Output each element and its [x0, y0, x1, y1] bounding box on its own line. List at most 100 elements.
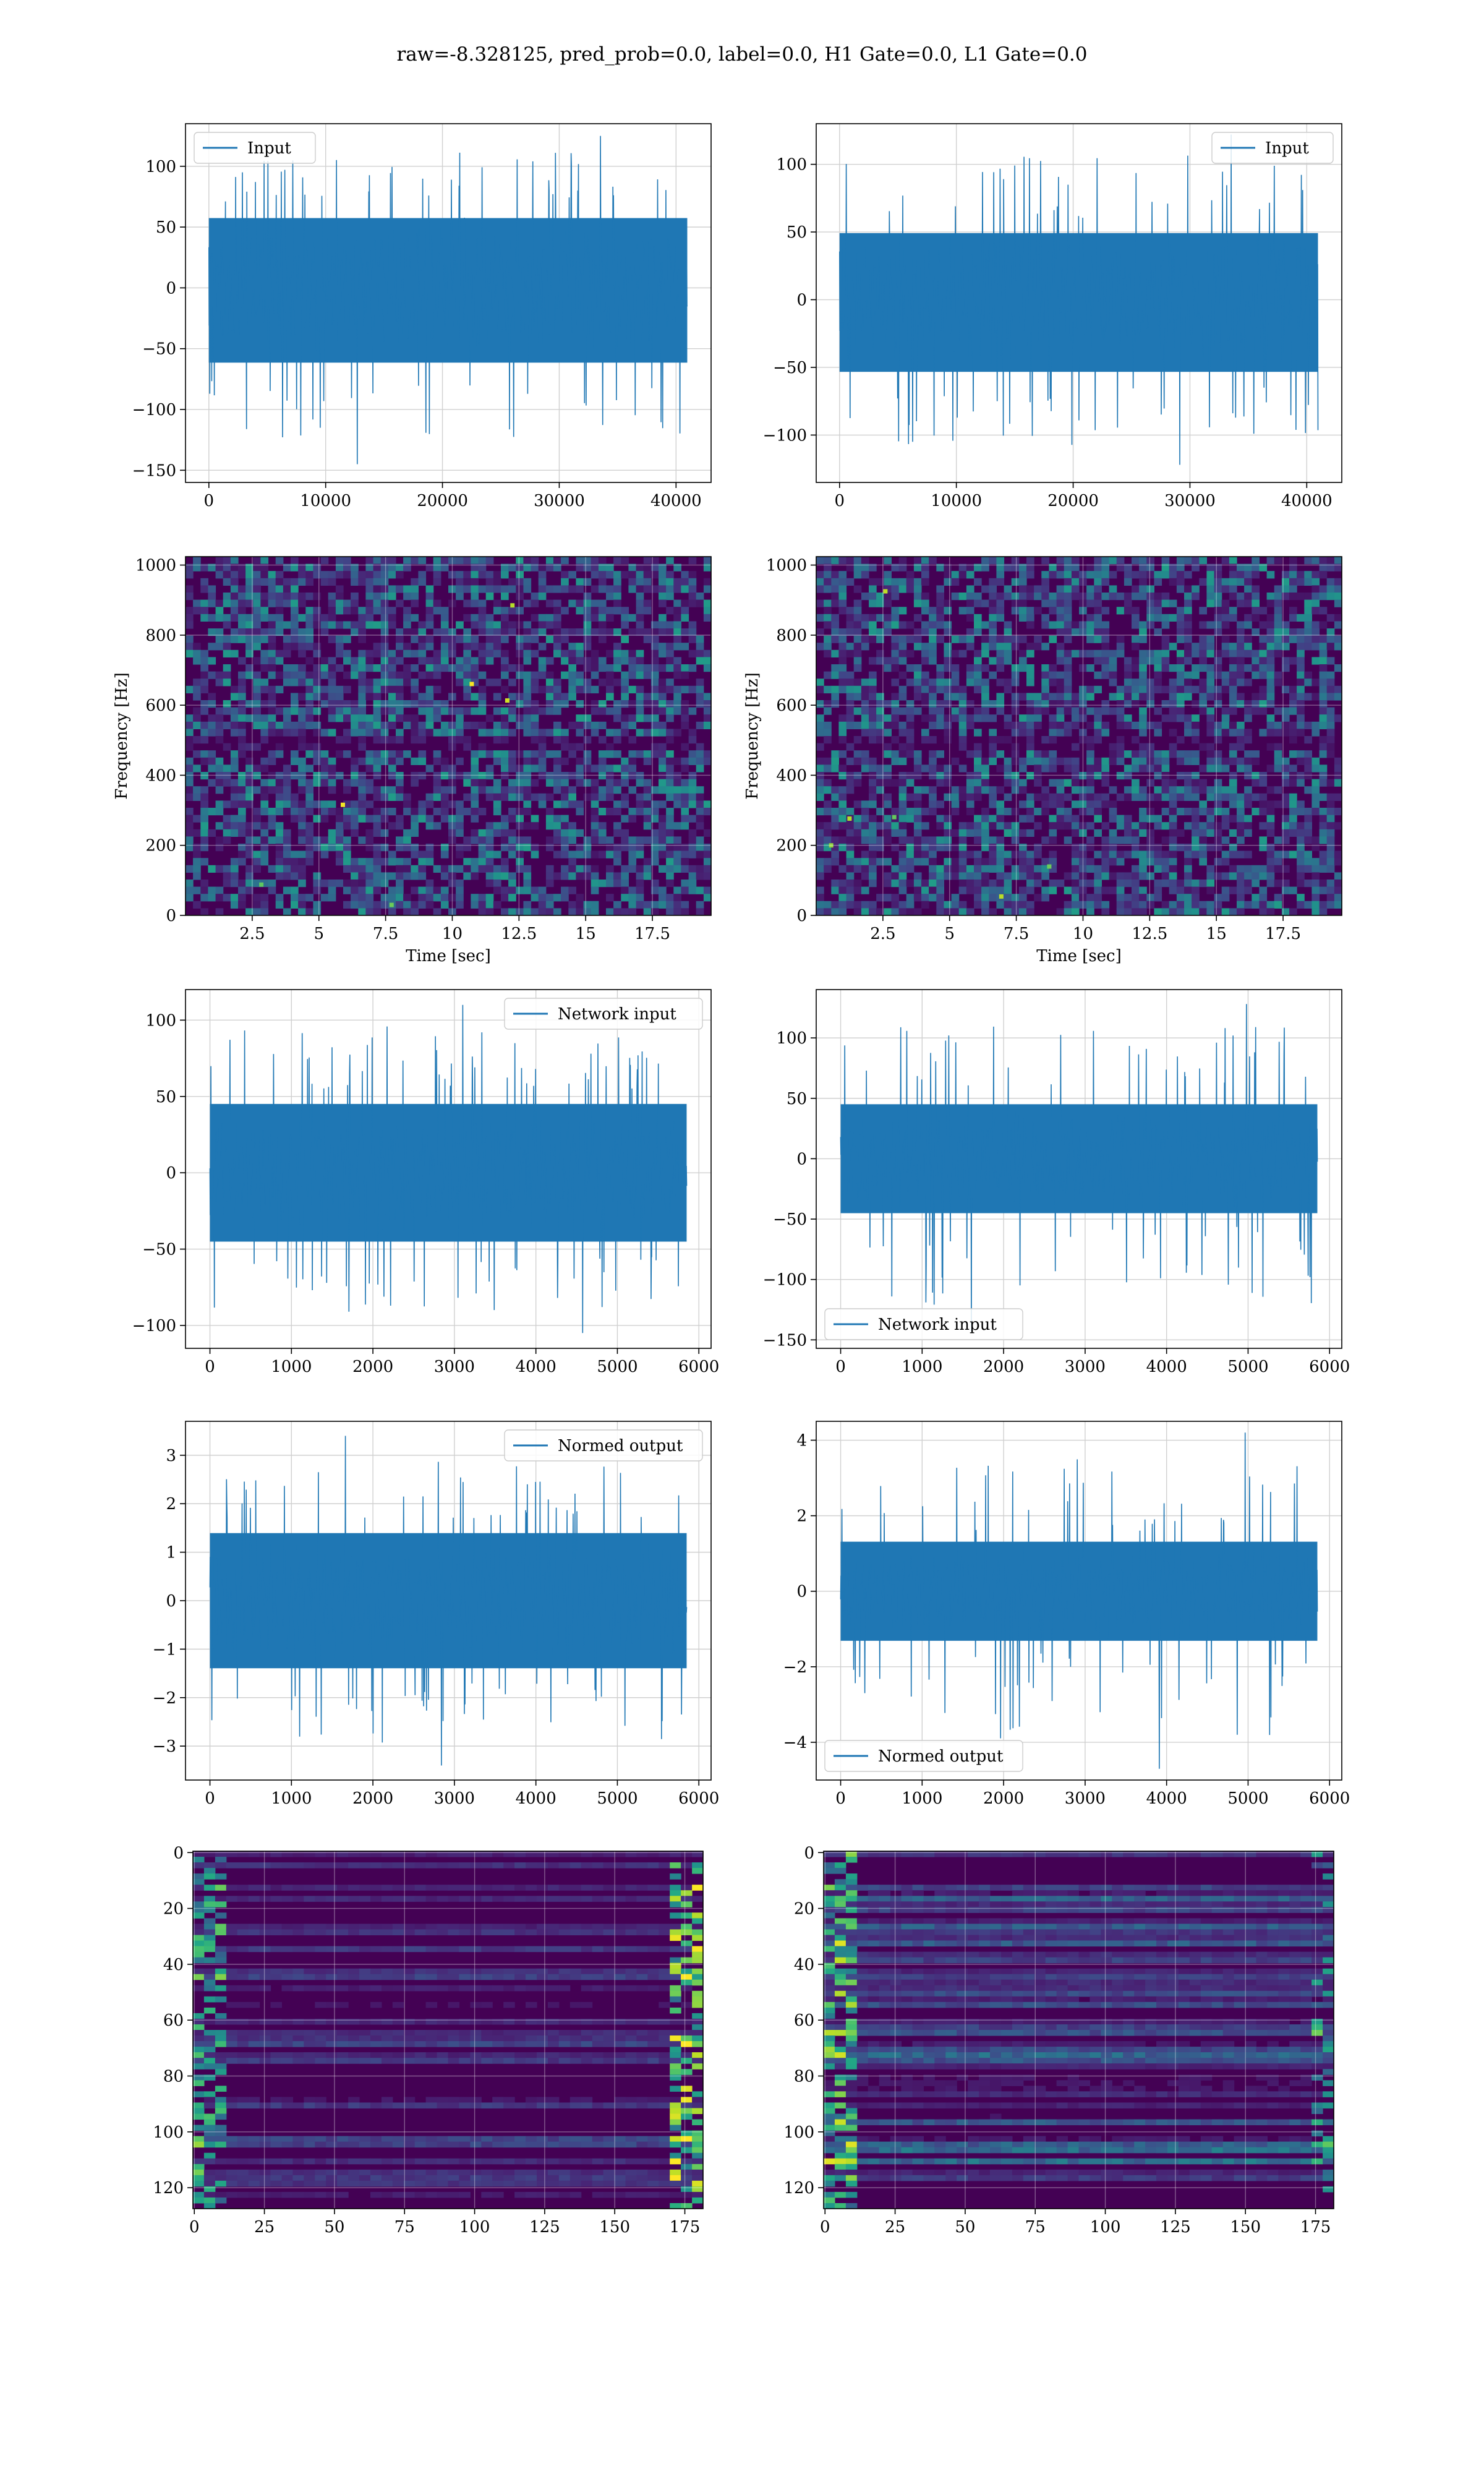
- heatmap-cell: [1289, 721, 1297, 729]
- heatmap-cell: [358, 607, 366, 615]
- heatmap-cell: [268, 880, 276, 888]
- heatmap-cell: [1094, 649, 1102, 657]
- heatmap-cell: [545, 678, 554, 687]
- heatmap-cell: [1169, 678, 1177, 687]
- heatmap-cell: [268, 585, 276, 593]
- heatmap-cell: [411, 585, 419, 593]
- heatmap-cell: [1139, 786, 1147, 794]
- heatmap-cell: [891, 700, 900, 708]
- heatmap-cell: [659, 815, 667, 823]
- heatmap-cell: [1206, 721, 1215, 729]
- heatmap-cell: [365, 657, 374, 665]
- heatmap-cell: [1304, 829, 1312, 837]
- heatmap-cell: [260, 850, 269, 858]
- heatmap-cell: [561, 872, 569, 880]
- heatmap-cell: [531, 557, 539, 565]
- heatmap-cell: [1297, 772, 1305, 780]
- heatmap-cell: [313, 750, 322, 758]
- heatmap-cell: [1018, 721, 1027, 729]
- heatmap-cell: [824, 585, 832, 593]
- heatmap-cell: [365, 678, 374, 687]
- heatmap-cell: [283, 678, 291, 687]
- heatmap-cell: [463, 657, 471, 665]
- heatmap-cell: [1079, 628, 1087, 636]
- heatmap-cell: [260, 729, 269, 737]
- heatmap-cell: [891, 649, 900, 657]
- heatmap-cell: [320, 779, 329, 787]
- heatmap-cell: [650, 693, 659, 701]
- heatmap-cell: [1018, 901, 1027, 909]
- heatmap-cell: [643, 808, 652, 816]
- heatmap-cell: [230, 599, 239, 607]
- heatmap-cell: [666, 772, 674, 780]
- heatmap-cell: [621, 815, 629, 823]
- heatmap-cell: [463, 872, 471, 880]
- heatmap-cell: [1192, 643, 1200, 651]
- heatmap-cell: [223, 678, 231, 687]
- heatmap-cell: [305, 764, 313, 773]
- heatmap-cell: [1334, 563, 1342, 571]
- heatmap-cell: [824, 614, 832, 622]
- heatmap-cell: [891, 563, 900, 571]
- heatmap-hotspot: [510, 603, 515, 608]
- heatmap-cell: [1139, 721, 1147, 729]
- heatmap-cell: [1094, 571, 1102, 579]
- heatmap-cell: [433, 886, 441, 894]
- heatmap-cell: [816, 836, 824, 844]
- heatmap-cell: [1139, 757, 1147, 765]
- heatmap-cell: [238, 886, 246, 894]
- heatmap-cell: [396, 657, 404, 665]
- heatmap-cell: [298, 693, 306, 701]
- heatmap-cell: [1079, 693, 1087, 701]
- heatmap-cell: [448, 829, 456, 837]
- x-tick-label: 3000: [1065, 1358, 1106, 1376]
- heatmap-cell: [1199, 764, 1207, 773]
- heatmap-cell: [606, 865, 614, 873]
- heatmap-cell: [493, 628, 501, 636]
- heatmap-cell: [568, 585, 576, 593]
- heatmap-cell: [470, 1851, 482, 1857]
- heatmap-cell: [981, 844, 989, 852]
- heatmap-cell: [298, 593, 306, 601]
- heatmap-cell: [373, 858, 382, 866]
- heatmap-cell: [561, 850, 569, 858]
- heatmap-cell: [989, 743, 997, 751]
- heatmap-cell: [1244, 764, 1252, 773]
- heatmap-cell: [1132, 614, 1140, 622]
- heatmap-cell: [613, 714, 621, 722]
- heatmap-cell: [606, 649, 614, 657]
- heatmap-cell: [448, 822, 456, 830]
- heatmap-cell: [981, 829, 989, 837]
- heatmap-cell: [1101, 607, 1110, 615]
- heatmap-cell: [1169, 700, 1177, 708]
- heatmap-cell: [869, 707, 877, 715]
- heatmap-cell: [613, 764, 621, 773]
- heatmap-cell: [478, 707, 487, 715]
- heatmap-cell: [545, 729, 554, 737]
- heatmap-cell: [396, 757, 404, 765]
- heatmap-cell: [343, 750, 351, 758]
- heatmap-cell: [373, 793, 382, 801]
- heatmap-cell: [628, 757, 637, 765]
- heatmap-cell: [396, 707, 404, 715]
- heatmap-cell: [275, 729, 284, 737]
- heatmap-cell: [891, 750, 900, 758]
- heatmap-cell: [1311, 880, 1320, 888]
- heatmap-cell: [523, 901, 532, 909]
- heatmap-cell: [411, 557, 419, 565]
- heatmap-cell: [861, 700, 869, 708]
- heatmap-cell: [636, 750, 644, 758]
- heatmap-cell: [1304, 736, 1312, 744]
- heatmap-hotspot: [259, 882, 264, 887]
- heatmap-cell: [1161, 793, 1170, 801]
- heatmap-cell: [493, 599, 501, 607]
- heatmap-cell: [1018, 649, 1027, 657]
- heatmap-cell: [996, 599, 1005, 607]
- heatmap-cell: [643, 635, 652, 643]
- heatmap-cell: [831, 593, 839, 601]
- heatmap-cell: [643, 664, 652, 672]
- heatmap-cell: [1326, 800, 1335, 808]
- heatmap-cell: [1101, 908, 1110, 916]
- heatmap-cell: [666, 779, 674, 787]
